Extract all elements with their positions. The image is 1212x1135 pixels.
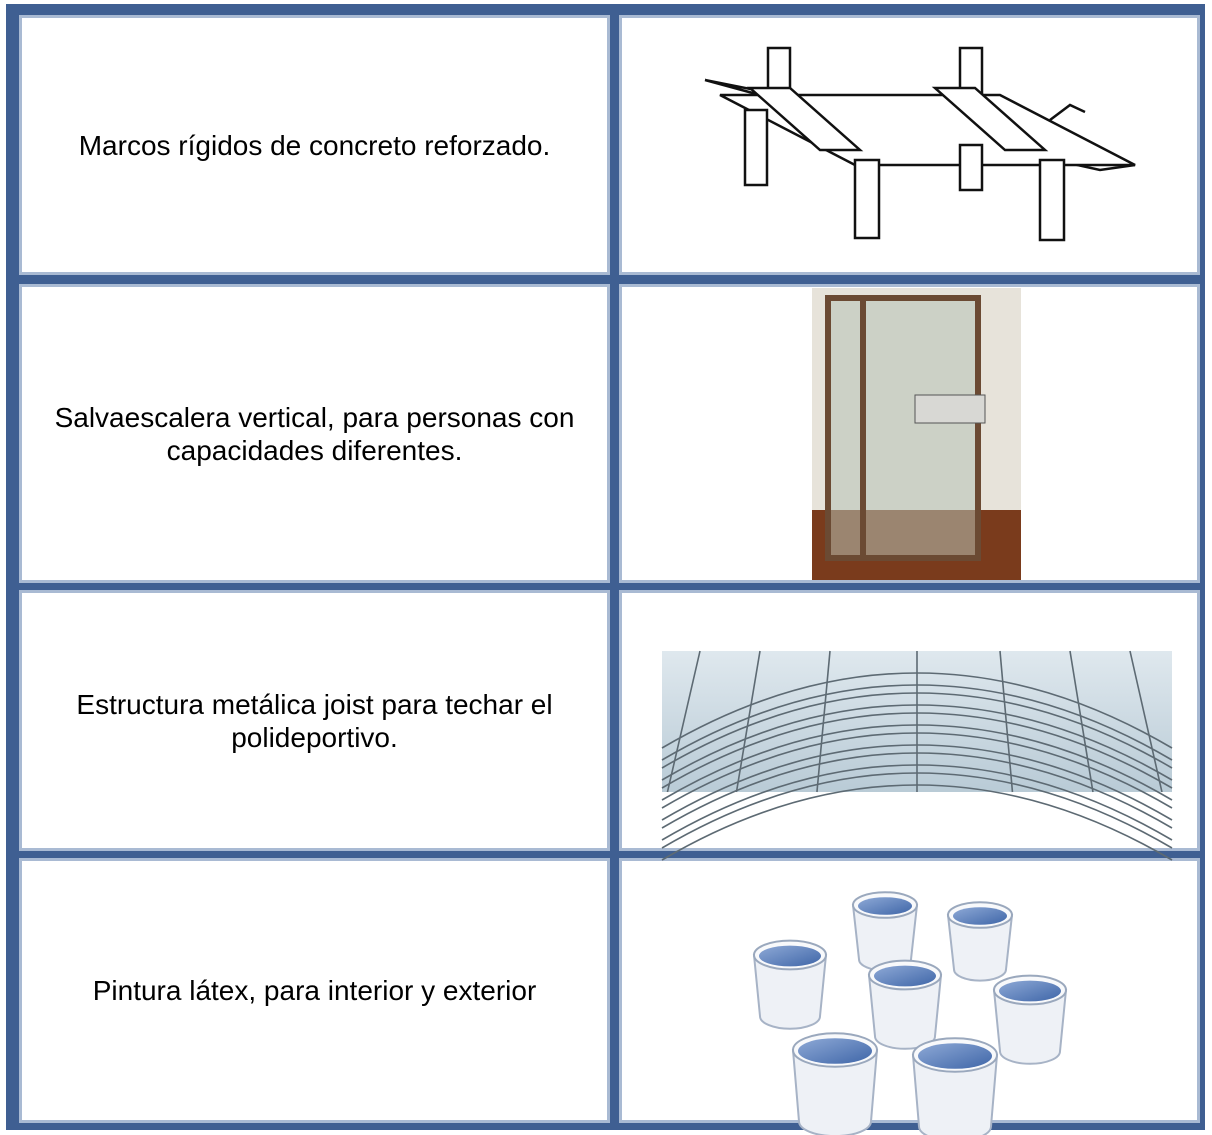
column xyxy=(853,158,881,240)
column xyxy=(1038,158,1066,242)
paint xyxy=(953,907,1007,925)
paint xyxy=(759,945,821,967)
bucket xyxy=(791,1049,879,1135)
cell-text: Salvaescalera vertical, para personas co… xyxy=(54,401,575,466)
paint xyxy=(874,965,936,987)
truss-rib xyxy=(735,650,761,793)
table-cell: Pintura látex, para interior y exterior xyxy=(19,858,610,1123)
truss-rib xyxy=(1069,650,1094,793)
table-cell: Marcos rígidos de concreto reforzado. xyxy=(19,15,610,275)
cell-text: Pintura látex, para interior y exterior xyxy=(92,975,537,1006)
table-cell: Estructura metálica joist para techar el… xyxy=(19,590,610,851)
truss-arcs xyxy=(661,650,1173,861)
table-cell: Salvaescalera vertical, para personas co… xyxy=(19,284,610,583)
truss-photo xyxy=(661,650,1173,861)
bucket xyxy=(752,954,828,1030)
truss-rib xyxy=(999,650,1014,793)
paint xyxy=(918,1043,992,1069)
truss-chord xyxy=(661,784,1173,861)
bucket xyxy=(992,989,1068,1065)
elevator-photo xyxy=(812,288,1021,580)
glass-cabin xyxy=(825,295,981,561)
handrail xyxy=(914,394,986,424)
frame-sketch xyxy=(704,46,1136,242)
cell-text: Marcos rígidos de concreto reforzado. xyxy=(78,129,551,161)
beam xyxy=(931,86,1049,152)
paint xyxy=(858,897,912,915)
cell-text: Estructura metálica joist para techar el… xyxy=(76,688,553,753)
paint xyxy=(798,1038,872,1064)
truss-rib xyxy=(1129,650,1163,793)
paint xyxy=(999,980,1061,1002)
column xyxy=(958,143,984,192)
bucket xyxy=(946,914,1014,982)
sketch-line xyxy=(1049,103,1086,121)
beam xyxy=(746,86,864,152)
bucket xyxy=(867,974,943,1050)
bucket xyxy=(911,1054,999,1135)
truss-rib xyxy=(816,650,831,793)
paint-buckets-photo xyxy=(752,891,1068,1135)
column xyxy=(743,108,769,187)
frame-post xyxy=(860,300,866,560)
truss-rib xyxy=(666,650,701,793)
